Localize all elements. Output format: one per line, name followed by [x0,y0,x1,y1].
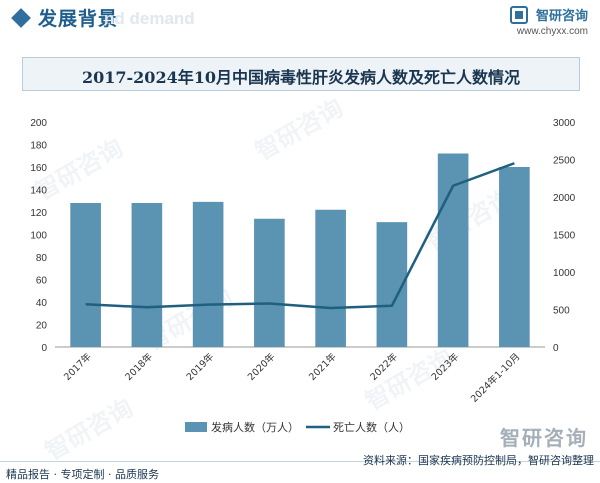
x-tick-label: 2019年 [184,350,217,383]
chart-title: 2017-2024年10月中国病毒性肝炎发病人数及死亡人数情况 [82,68,520,87]
bar [70,203,101,347]
legend-line-label: 死亡人数（人） [333,420,410,434]
bar [131,203,163,347]
y-left-tick-label: 100 [30,231,47,242]
data-source: 资料来源：国家疾病预防控制局，智研咨询整理 [363,454,594,467]
y-left-tick-label: 80 [36,253,48,264]
chart-svg: 0204060801001201401601802000500100015002… [30,118,576,434]
x-tick-label: 2024年1-10月 [468,351,522,405]
chart-title-box: 2017-2024年10月中国病毒性肝炎发病人数及死亡人数情况 [22,57,580,91]
bar [254,218,285,347]
section-header: 发展背景 nd demand 智研咨询 www.chyxx.com [0,0,600,37]
y-right-tick-label: 3000 [553,118,576,129]
y-left-tick-label: 0 [41,343,47,354]
brand-url: www.chyxx.com [516,26,588,37]
x-tick-label: 2022年 [368,350,401,383]
legend-bar-label: 发病人数（万人） [211,420,299,434]
x-tick-label: 2021年 [306,350,339,383]
x-tick-label: 2017年 [61,350,94,383]
x-tick-label: 2018年 [123,350,156,383]
bar [499,167,530,347]
y-left-tick-label: 160 [30,163,47,174]
y-right-tick-label: 500 [553,306,570,317]
y-left-tick-label: 140 [30,186,47,197]
y-right-tick-label: 2000 [553,193,576,204]
y-left-tick-label: 60 [36,276,48,287]
brand-name: 智研咨询 [535,9,588,24]
y-left-tick-label: 120 [30,208,47,219]
brand-logo-icon [509,5,528,24]
line-series [85,162,515,310]
y-right-tick-label: 0 [553,343,559,354]
footer-logo-text: 智研咨询 [500,426,588,450]
footer: 智研咨询 精品报告 · 专项定制 · 品质服务 资料来源：国家疾病预防控制局，智… [0,426,600,483]
y-right-tick-label: 1000 [553,268,576,279]
header-ghost-text: nd demand [104,9,195,28]
y-right-tick-label: 2500 [553,156,576,167]
diamond-icon [11,8,31,28]
brand-block: 智研咨询 www.chyxx.com [509,4,588,37]
footer-tagline: 精品报告 · 专项定制 · 品质服务 [6,468,159,481]
section-title: 发展背景 [38,8,119,30]
bar [192,201,224,347]
x-tick-label: 2020年 [245,350,278,383]
y-left-tick-label: 40 [36,298,48,309]
legend-bar-swatch [185,422,207,432]
y-left-tick-label: 200 [30,118,47,129]
y-left-tick-label: 20 [36,321,48,332]
y-left-tick-label: 180 [30,141,47,152]
y-right-tick-label: 1500 [553,231,576,242]
bar [315,209,346,347]
x-tick-label: 2023年 [429,350,462,383]
